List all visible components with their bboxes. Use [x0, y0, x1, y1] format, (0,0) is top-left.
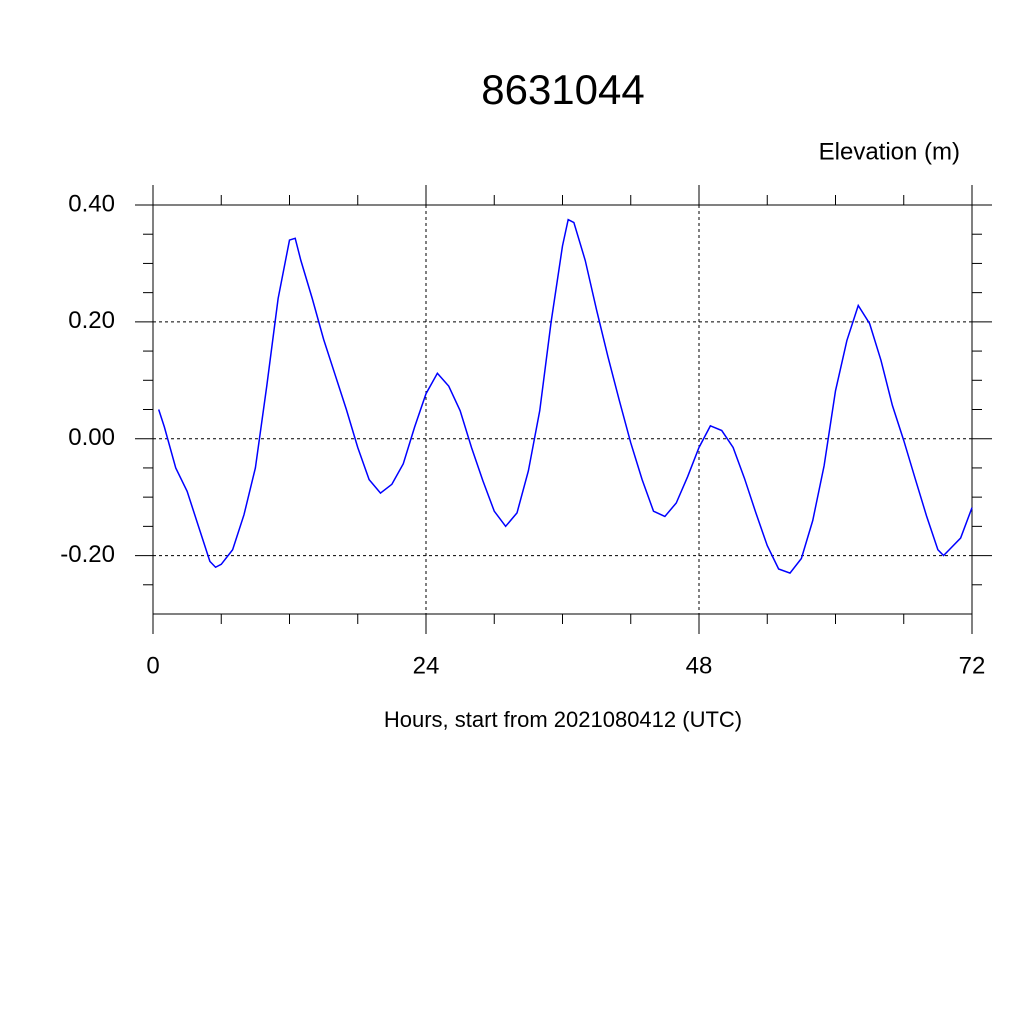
y-tick-label: 0.20: [68, 307, 115, 334]
x-tick-label: 48: [686, 652, 713, 679]
data-line: [157, 218, 973, 574]
x-axis-label: Hours, start from 2021080412 (UTC): [384, 707, 742, 732]
chart-title: 8631044: [481, 66, 645, 113]
x-tick-label: 0: [146, 652, 159, 679]
x-tick-label: 72: [959, 652, 986, 679]
y-axis-label: Elevation (m): [819, 138, 960, 165]
y-tick-label: -0.20: [60, 541, 115, 568]
plot-frame: [152, 204, 973, 615]
y-tick-label: 0.00: [68, 424, 115, 451]
y-tick-label: 0.40: [68, 190, 115, 217]
x-tick-label: 24: [413, 652, 440, 679]
